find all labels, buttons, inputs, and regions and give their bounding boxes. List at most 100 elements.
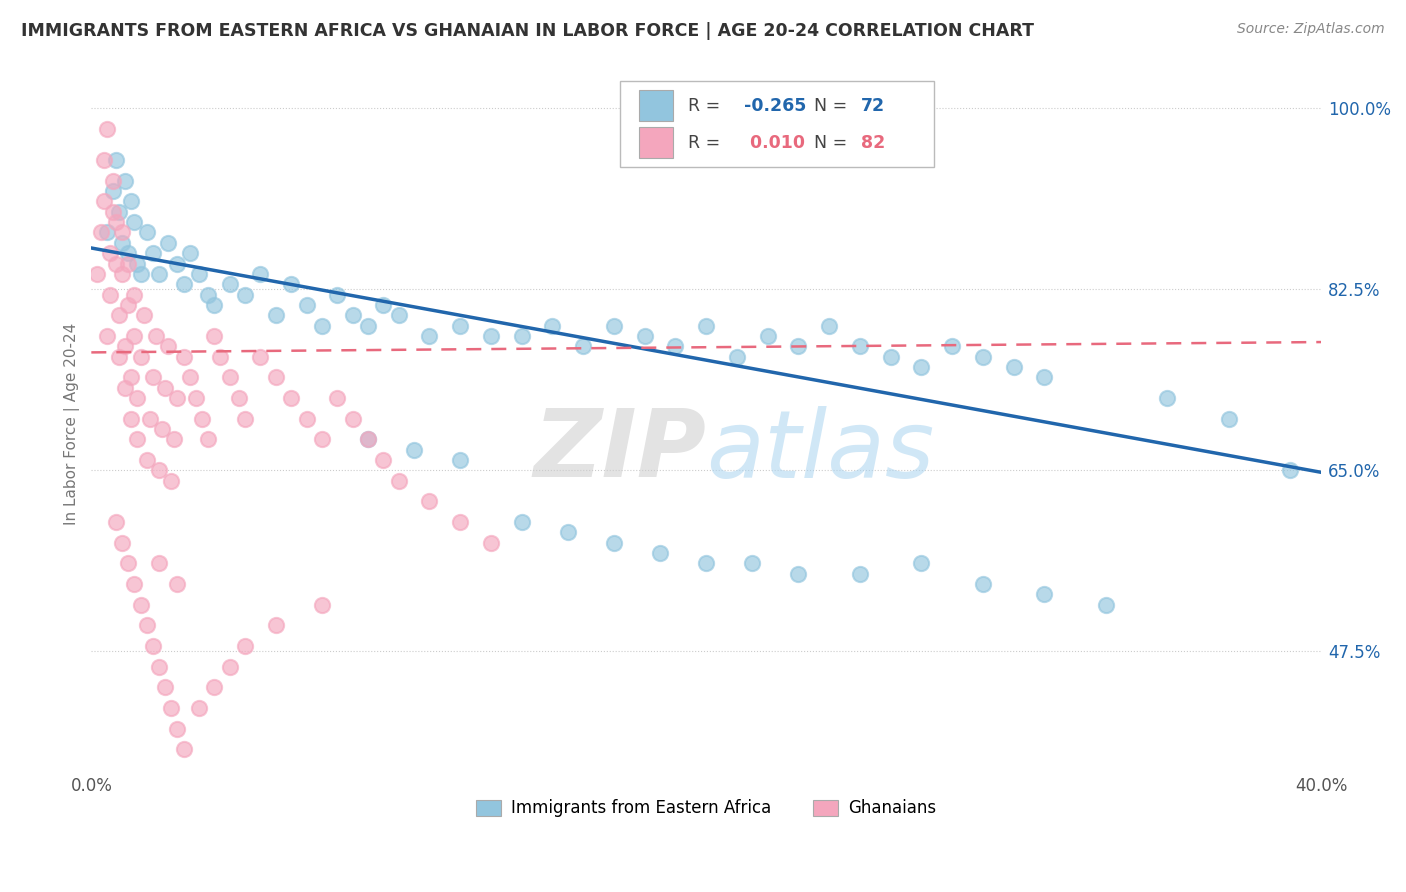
Point	[148, 463, 170, 477]
Point	[202, 329, 225, 343]
Point	[695, 318, 717, 333]
Point	[120, 411, 142, 425]
Point	[148, 267, 170, 281]
Point	[1156, 391, 1178, 405]
Point	[96, 122, 118, 136]
Point	[972, 350, 994, 364]
Text: Source: ZipAtlas.com: Source: ZipAtlas.com	[1237, 22, 1385, 37]
Point	[179, 246, 201, 260]
FancyBboxPatch shape	[620, 81, 934, 168]
Point	[117, 246, 139, 260]
Point	[342, 411, 364, 425]
Point	[150, 422, 173, 436]
Point	[166, 256, 188, 270]
Point	[311, 432, 333, 446]
Point	[98, 246, 121, 260]
Point	[664, 339, 686, 353]
Point	[264, 618, 287, 632]
Point	[388, 474, 411, 488]
Point	[108, 204, 131, 219]
Point	[101, 174, 124, 188]
Point	[787, 339, 810, 353]
Point	[90, 226, 112, 240]
Point	[124, 287, 146, 301]
Point	[129, 350, 152, 364]
Point	[104, 515, 127, 529]
Text: atlas: atlas	[706, 406, 935, 497]
Text: ZIP: ZIP	[533, 406, 706, 498]
Point	[142, 370, 165, 384]
Point	[326, 287, 349, 301]
Point	[449, 515, 471, 529]
Point	[218, 277, 240, 292]
Point	[264, 370, 287, 384]
Point	[166, 722, 188, 736]
Point	[418, 329, 440, 343]
Point	[111, 267, 134, 281]
FancyBboxPatch shape	[638, 127, 673, 158]
Point	[1279, 463, 1302, 477]
Text: 0.010: 0.010	[744, 134, 806, 152]
Point	[96, 226, 118, 240]
Point	[117, 298, 139, 312]
Point	[114, 174, 136, 188]
Point	[111, 235, 134, 250]
Point	[603, 318, 626, 333]
Point	[280, 391, 302, 405]
Point	[153, 681, 176, 695]
Point	[197, 287, 219, 301]
Text: N =: N =	[814, 97, 853, 115]
Point	[173, 277, 195, 292]
Point	[695, 556, 717, 570]
Point	[142, 639, 165, 653]
Point	[725, 350, 748, 364]
Point	[941, 339, 963, 353]
Point	[202, 298, 225, 312]
Text: IMMIGRANTS FROM EASTERN AFRICA VS GHANAIAN IN LABOR FORCE | AGE 20-24 CORRELATIO: IMMIGRANTS FROM EASTERN AFRICA VS GHANAI…	[21, 22, 1033, 40]
Point	[114, 380, 136, 394]
Point	[184, 391, 207, 405]
Text: R =: R =	[688, 97, 725, 115]
Point	[191, 411, 214, 425]
Point	[311, 598, 333, 612]
Point	[388, 308, 411, 322]
Point	[148, 556, 170, 570]
Point	[173, 350, 195, 364]
Point	[104, 215, 127, 229]
Point	[209, 350, 232, 364]
Point	[1095, 598, 1118, 612]
Point	[96, 329, 118, 343]
Point	[603, 535, 626, 549]
Y-axis label: In Labor Force | Age 20-24: In Labor Force | Age 20-24	[65, 323, 80, 524]
Point	[120, 194, 142, 209]
Point	[104, 153, 127, 168]
Point	[233, 287, 256, 301]
Point	[910, 556, 932, 570]
Point	[541, 318, 564, 333]
Point	[756, 329, 779, 343]
Point	[849, 566, 872, 581]
Point	[404, 442, 426, 457]
Point	[187, 701, 209, 715]
Point	[557, 525, 579, 540]
Point	[510, 515, 533, 529]
Point	[157, 339, 180, 353]
Point	[972, 577, 994, 591]
Point	[449, 318, 471, 333]
Text: -0.265: -0.265	[744, 97, 807, 115]
Point	[179, 370, 201, 384]
Point	[111, 535, 134, 549]
Point	[787, 566, 810, 581]
Point	[233, 411, 256, 425]
Point	[449, 453, 471, 467]
Point	[142, 246, 165, 260]
Point	[295, 298, 318, 312]
Point	[218, 370, 240, 384]
Point	[249, 350, 271, 364]
Point	[249, 267, 271, 281]
Point	[124, 577, 146, 591]
Legend: Immigrants from Eastern Africa, Ghanaians: Immigrants from Eastern Africa, Ghanaian…	[470, 793, 943, 824]
Point	[124, 215, 146, 229]
Text: R =: R =	[688, 134, 725, 152]
Point	[879, 350, 901, 364]
